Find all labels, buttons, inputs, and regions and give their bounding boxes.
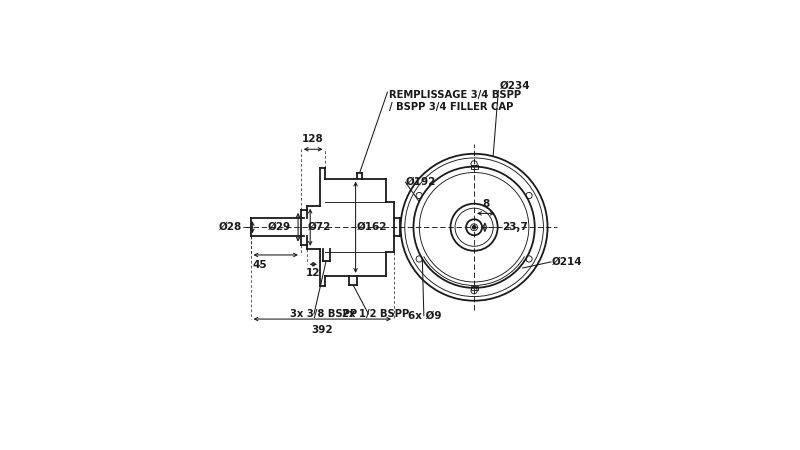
Text: Ø162: Ø162: [356, 222, 386, 232]
Text: 6x Ø9: 6x Ø9: [408, 310, 442, 320]
Text: 12: 12: [306, 269, 321, 279]
Text: Ø192: Ø192: [406, 177, 437, 187]
Text: Ø29: Ø29: [268, 222, 291, 232]
Bar: [470, 286, 478, 290]
Text: 3x 3/8 BSPP: 3x 3/8 BSPP: [290, 309, 358, 319]
Text: Ø28: Ø28: [219, 222, 242, 232]
Text: 392: 392: [311, 324, 333, 335]
Text: 23,7: 23,7: [502, 222, 528, 232]
Text: 8: 8: [482, 198, 490, 208]
Text: REMPLISSAGE 3/4 BSPP
/ BSPP 3/4 FILLER CAP: REMPLISSAGE 3/4 BSPP / BSPP 3/4 FILLER C…: [390, 90, 522, 112]
Text: 45: 45: [252, 260, 267, 270]
Text: Ø234: Ø234: [500, 81, 530, 90]
Text: Ø72: Ø72: [308, 222, 331, 232]
Circle shape: [473, 226, 475, 229]
Bar: [470, 165, 478, 169]
Text: Ø214: Ø214: [552, 257, 582, 267]
Text: 2x 1/2 BSPP: 2x 1/2 BSPP: [342, 309, 410, 319]
Text: 128: 128: [302, 134, 324, 144]
